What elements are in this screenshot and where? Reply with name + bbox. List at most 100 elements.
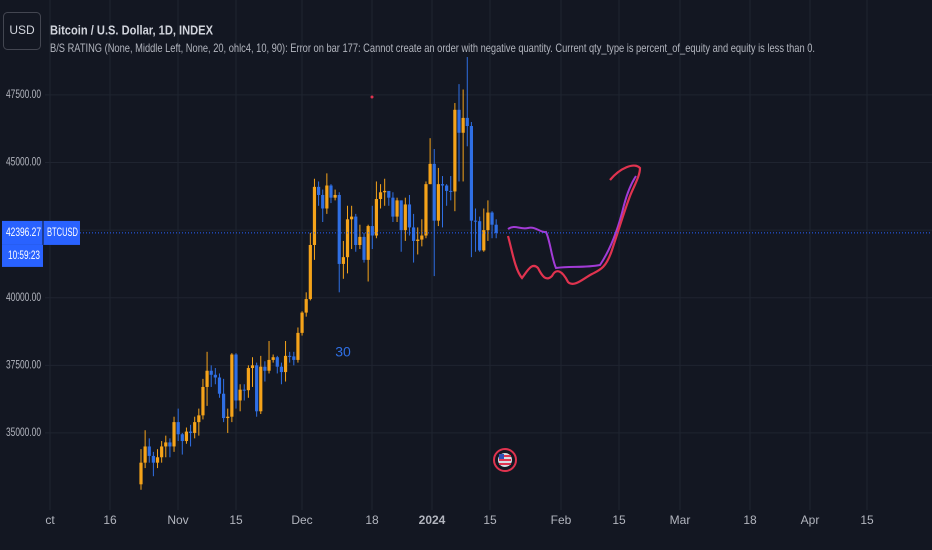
candle-body [403, 204, 407, 231]
candle-body [411, 227, 416, 241]
candle-body [279, 366, 284, 373]
x-tick-label: 16 [103, 513, 117, 527]
candle-body [259, 366, 263, 412]
candle-body [333, 194, 337, 198]
currency-button[interactable] [3, 12, 41, 50]
candle-body [387, 190, 391, 198]
candle-body [374, 199, 379, 236]
candle-body [296, 332, 300, 360]
x-tick-label: Apr [801, 513, 820, 527]
candle-body [193, 422, 197, 433]
candle-body [217, 377, 222, 394]
candle-body [416, 239, 420, 241]
event-icon[interactable] [493, 448, 517, 472]
candle-body [445, 185, 449, 191]
candle-body [308, 244, 312, 300]
candle-body [312, 186, 317, 245]
x-tick-label: 18 [365, 513, 379, 527]
candle-body [428, 163, 432, 185]
candle-body [407, 204, 412, 228]
candle-body [143, 446, 147, 463]
candle-body [329, 185, 333, 198]
candle-body [250, 365, 255, 369]
drawing-line [506, 164, 642, 285]
candle-body [325, 185, 329, 209]
indicator-status: B/S RATING (None, Middle Left, None, 20,… [50, 41, 815, 55]
candle-body [399, 200, 403, 231]
candle-body [238, 389, 242, 401]
candle-body [453, 109, 457, 192]
candle-body [172, 422, 176, 447]
x-tick-label: Nov [167, 513, 188, 527]
currency-label[interactable]: USD [9, 23, 35, 37]
candle-body [205, 370, 209, 387]
x-tick-label: Mar [670, 513, 691, 527]
price-tag-box [2, 220, 80, 245]
candle-body [180, 434, 184, 442]
y-tick-label: 37500.00 [6, 358, 41, 372]
candle-body [168, 442, 172, 447]
candle-body [283, 355, 288, 373]
price-tag: 42396.27 BTCUSD 10:59:23 [2, 220, 80, 267]
last-price-label: 42396.27 [6, 225, 41, 239]
countdown-label: 10:59:23 [8, 248, 40, 262]
candle-body [242, 389, 246, 391]
candle-body [391, 197, 395, 217]
candle-body [366, 226, 370, 260]
candle-body [457, 109, 461, 133]
candle-body [197, 415, 201, 423]
candle-body [478, 221, 482, 251]
candle-body [354, 216, 358, 245]
candle-body [358, 236, 362, 245]
candle-body [147, 446, 151, 456]
x-tick-label: Dec [291, 513, 312, 527]
candle-body [345, 219, 350, 258]
candle-body [424, 184, 428, 236]
candle-body [432, 163, 436, 221]
candle-body [176, 422, 180, 435]
candle-body [139, 462, 143, 485]
candle-body [234, 354, 238, 401]
candle-body [184, 431, 189, 442]
x-tick-label: 15 [229, 513, 243, 527]
annotation: 30 [335, 344, 351, 360]
candle-body [461, 117, 465, 133]
candle-body [304, 299, 308, 313]
candle-body [155, 457, 160, 463]
candle-body [465, 117, 469, 127]
candle-body [316, 186, 321, 195]
candle-body [449, 190, 453, 192]
x-tick-label: ct [45, 513, 55, 527]
candle-body [370, 226, 374, 236]
y-tick-label: 47500.00 [6, 87, 41, 101]
x-tick-label: 15 [483, 513, 497, 527]
y-tick-label: 40000.00 [6, 290, 41, 304]
candle-body [230, 354, 234, 417]
candle-body [275, 357, 279, 367]
candle-body [362, 236, 366, 260]
candle-body [292, 356, 296, 360]
candle-body [350, 216, 354, 220]
candle-body [213, 374, 217, 378]
x-tick-label: 15 [860, 513, 874, 527]
marker-dot [370, 95, 374, 99]
candle-body [395, 200, 399, 217]
candle-body [337, 194, 341, 264]
x-tick-label: Feb [551, 513, 572, 527]
candle-body [164, 442, 168, 447]
y-tick-label: 35000.00 [6, 425, 41, 439]
candle-body [494, 224, 498, 233]
candle-body [436, 184, 440, 221]
candle-body [271, 357, 275, 360]
x-tick-label: 15 [612, 513, 626, 527]
x-tick-label: 2024 [419, 513, 446, 527]
candle-body [255, 365, 259, 412]
candle-body [482, 230, 486, 251]
symbol-title: Bitcoin / U.S. Dollar, 1D, INDEX [50, 22, 213, 37]
candle-body [420, 235, 424, 240]
candle-body [300, 312, 304, 333]
candle-body [321, 194, 325, 209]
